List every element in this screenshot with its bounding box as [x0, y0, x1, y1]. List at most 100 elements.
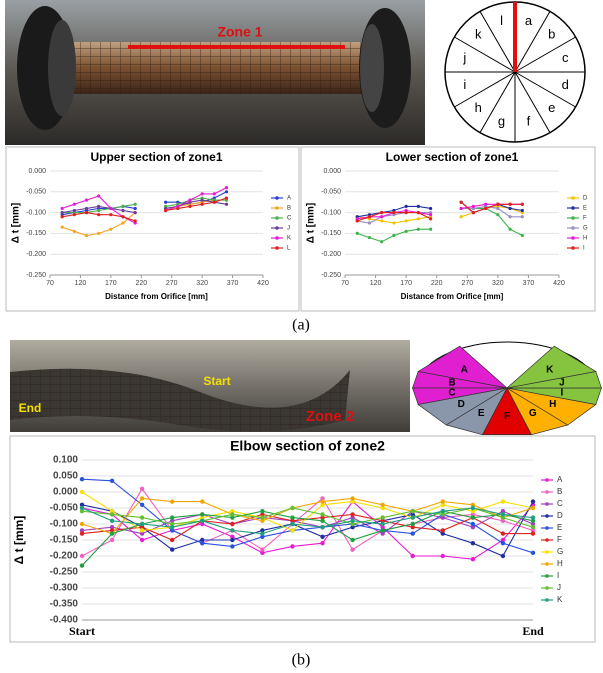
data-point: [496, 203, 499, 206]
data-point: [521, 203, 524, 206]
data-point: [441, 499, 445, 503]
data-point: [320, 535, 324, 539]
data-point: [441, 509, 445, 513]
legend-label: H: [557, 559, 563, 568]
data-point: [85, 211, 88, 214]
y-axis-title: Δ t [mm]: [12, 516, 26, 565]
y-tick-label: -0.200: [50, 551, 79, 562]
data-point: [85, 234, 88, 237]
data-point: [200, 541, 204, 545]
data-point: [230, 544, 234, 548]
data-point: [73, 209, 76, 212]
legend-label: A: [287, 196, 291, 202]
data-point: [320, 499, 324, 503]
data-point: [350, 547, 354, 551]
legend-marker: [545, 490, 549, 494]
y-tick-label: -0.050: [26, 189, 46, 196]
data-point: [531, 525, 535, 529]
legend-marker: [545, 526, 549, 530]
data-point: [170, 538, 174, 542]
legend-label: K: [287, 236, 291, 242]
x-tick-label: 170: [105, 280, 117, 287]
data-point: [73, 213, 76, 216]
data-point: [97, 194, 100, 197]
data-point: [429, 207, 432, 210]
data-point: [80, 563, 84, 567]
y-tick-label: 0.000: [28, 168, 46, 175]
data-point: [225, 186, 228, 189]
x-tick-label: 320: [492, 280, 504, 287]
caption: (a): [292, 317, 310, 334]
y-tick-label: -0.250: [26, 272, 46, 279]
data-point: [411, 522, 415, 526]
data-point: [170, 525, 174, 529]
sector-label: E: [478, 408, 485, 419]
legend-label: C: [287, 216, 292, 222]
legend-marker: [545, 598, 549, 602]
legend-label: K: [557, 595, 563, 604]
sector-label: a: [525, 13, 533, 28]
data-point: [380, 215, 383, 218]
legend-marker: [571, 246, 575, 250]
data-point: [460, 201, 463, 204]
chart-title: Elbow section of zone2: [230, 438, 385, 454]
data-point: [380, 219, 383, 222]
data-point: [201, 199, 204, 202]
legend-label: J: [557, 583, 561, 592]
data-point: [225, 190, 228, 193]
data-point: [350, 512, 354, 516]
legend-marker: [571, 196, 575, 200]
data-point: [508, 207, 511, 210]
data-point: [501, 499, 505, 503]
data-point: [61, 226, 64, 229]
data-point: [290, 506, 294, 510]
sector-label: e: [548, 100, 555, 115]
data-point: [80, 477, 84, 481]
legend-marker: [545, 550, 549, 554]
data-point: [140, 538, 144, 542]
data-point: [368, 215, 371, 218]
sector-label: K: [546, 364, 554, 375]
x-tick-label: 120: [370, 280, 382, 287]
data-point: [460, 215, 463, 218]
data-point: [260, 547, 264, 551]
data-point: [380, 522, 384, 526]
data-point: [97, 213, 100, 216]
data-point: [411, 509, 415, 513]
data-point: [392, 211, 395, 214]
data-point: [97, 232, 100, 235]
data-point: [200, 499, 204, 503]
zone-label: Zone 2: [306, 408, 354, 425]
legend-marker: [545, 562, 549, 566]
data-point: [405, 205, 408, 208]
data-point: [225, 196, 228, 199]
x-tick-label: 420: [553, 280, 565, 287]
x-tick-label: 170: [400, 280, 412, 287]
data-point: [531, 531, 535, 535]
data-point: [164, 201, 167, 204]
y-tick-label: -0.250: [321, 272, 341, 279]
data-point: [260, 509, 264, 513]
data-point: [368, 236, 371, 239]
data-point: [411, 515, 415, 519]
x-tick-label: 270: [166, 280, 178, 287]
legend-label: H: [583, 236, 587, 242]
data-point: [521, 215, 524, 218]
data-point: [508, 228, 511, 231]
data-point: [417, 211, 420, 214]
legend-label: E: [557, 523, 562, 532]
sector-label: i: [463, 77, 466, 92]
data-point: [356, 232, 359, 235]
data-point: [320, 519, 324, 523]
legend-label: G: [557, 547, 563, 556]
data-point: [134, 203, 137, 206]
y-tick-label: 0.000: [53, 487, 78, 498]
data-point: [73, 230, 76, 233]
legend-marker: [275, 206, 279, 210]
data-point: [501, 554, 505, 558]
data-point: [290, 515, 294, 519]
photo-zone2: Start End Zone 2: [10, 340, 410, 432]
sector-label: c: [562, 50, 569, 65]
legend-marker: [275, 226, 279, 230]
data-point: [61, 215, 64, 218]
